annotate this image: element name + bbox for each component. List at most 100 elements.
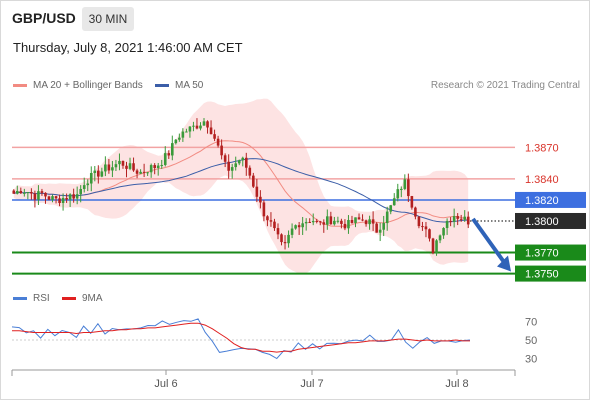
candle-body — [445, 220, 449, 229]
bollinger-band — [13, 98, 469, 275]
candle-body — [185, 131, 188, 133]
candle — [82, 177, 86, 193]
candle — [171, 135, 174, 161]
candle-body — [459, 218, 463, 220]
candle — [449, 217, 452, 227]
timeframe-button[interactable]: 30 MIN — [82, 7, 134, 31]
candle-body — [26, 192, 30, 194]
candle-body — [248, 167, 252, 176]
candle-body — [30, 192, 33, 194]
candle — [364, 219, 368, 227]
candle — [75, 186, 79, 205]
candle — [421, 221, 424, 231]
candle-body — [135, 170, 139, 174]
candle-body — [125, 165, 128, 169]
candle-body — [156, 165, 160, 169]
candle — [230, 163, 234, 179]
level-label-1.3820: 1.3820 — [525, 195, 559, 207]
candle-body — [40, 191, 44, 193]
candle-body — [163, 153, 167, 165]
candle-body — [213, 134, 216, 139]
candle-body — [435, 240, 438, 254]
copyright: Research © 2021 Trading Central — [430, 80, 580, 91]
candle — [417, 216, 421, 229]
candle-body — [209, 127, 213, 135]
forecast-arrow-head — [497, 255, 511, 272]
candle — [163, 146, 167, 167]
candle — [350, 215, 354, 224]
candle-body — [466, 216, 470, 225]
candle-body — [449, 220, 452, 222]
candle — [30, 188, 33, 200]
candle-body — [178, 137, 181, 140]
candle-body — [357, 217, 361, 220]
candle-body — [424, 226, 428, 230]
candle-body — [311, 220, 315, 223]
candle — [93, 166, 97, 182]
candle-body — [280, 234, 283, 243]
candle — [146, 171, 149, 176]
candle-body — [54, 196, 58, 199]
candle — [97, 165, 100, 184]
candle — [389, 205, 393, 215]
candle-body — [414, 207, 417, 217]
candle — [65, 193, 68, 203]
candle — [12, 189, 16, 194]
candle-body — [75, 194, 79, 199]
candle — [336, 216, 340, 224]
candle — [424, 221, 428, 238]
legend-ma50-label: MA 50 — [175, 80, 204, 91]
legend-ma50: MA 50 — [155, 80, 203, 91]
candle — [452, 208, 456, 228]
candle — [44, 192, 47, 204]
candle — [442, 227, 445, 239]
candle — [19, 187, 23, 195]
candle — [290, 223, 294, 239]
candle — [37, 185, 40, 206]
candle-body — [37, 191, 40, 200]
candle — [255, 178, 259, 203]
legend-rsi: RSI — [13, 293, 50, 304]
candle — [410, 195, 414, 210]
candle-body — [326, 216, 329, 225]
legend-ma20: MA 20 + Bollinger Bands — [13, 80, 143, 91]
candle — [459, 214, 463, 222]
candle-body — [273, 221, 276, 229]
level-tag-1.3800 — [515, 212, 586, 229]
candle — [407, 173, 410, 203]
candle — [378, 222, 382, 242]
candle — [202, 118, 206, 126]
candle-body — [375, 223, 378, 233]
candle — [223, 153, 227, 168]
candle-body — [378, 229, 382, 233]
ma20-swatch — [13, 83, 27, 87]
candle — [104, 156, 107, 177]
candle — [107, 159, 111, 174]
forecast-arrow-shaft — [471, 217, 507, 265]
candle-body — [410, 196, 414, 208]
candle-body — [428, 229, 431, 239]
legend-9ma: 9MA — [62, 293, 103, 304]
candle — [61, 193, 65, 211]
candle — [340, 218, 343, 229]
candle-body — [241, 157, 245, 161]
candle — [252, 172, 255, 189]
candle-body — [234, 163, 238, 168]
candle — [160, 159, 164, 169]
candle-body — [304, 221, 308, 224]
chart-header: GBP/USD 30 MIN — [0, 0, 590, 36]
candle-body — [333, 220, 336, 225]
candle-body — [114, 164, 118, 168]
candle-body — [364, 220, 368, 225]
candle — [125, 161, 128, 178]
candle — [209, 120, 213, 135]
candle — [153, 163, 156, 175]
candle-body — [68, 194, 72, 200]
candle — [276, 223, 280, 240]
datetime-label: Thursday, July 8, 2021 1:46:00 AM CET — [13, 40, 243, 55]
candle — [318, 220, 322, 226]
candle-body — [287, 234, 290, 244]
candle-body — [368, 219, 371, 225]
candle-body — [128, 163, 132, 169]
